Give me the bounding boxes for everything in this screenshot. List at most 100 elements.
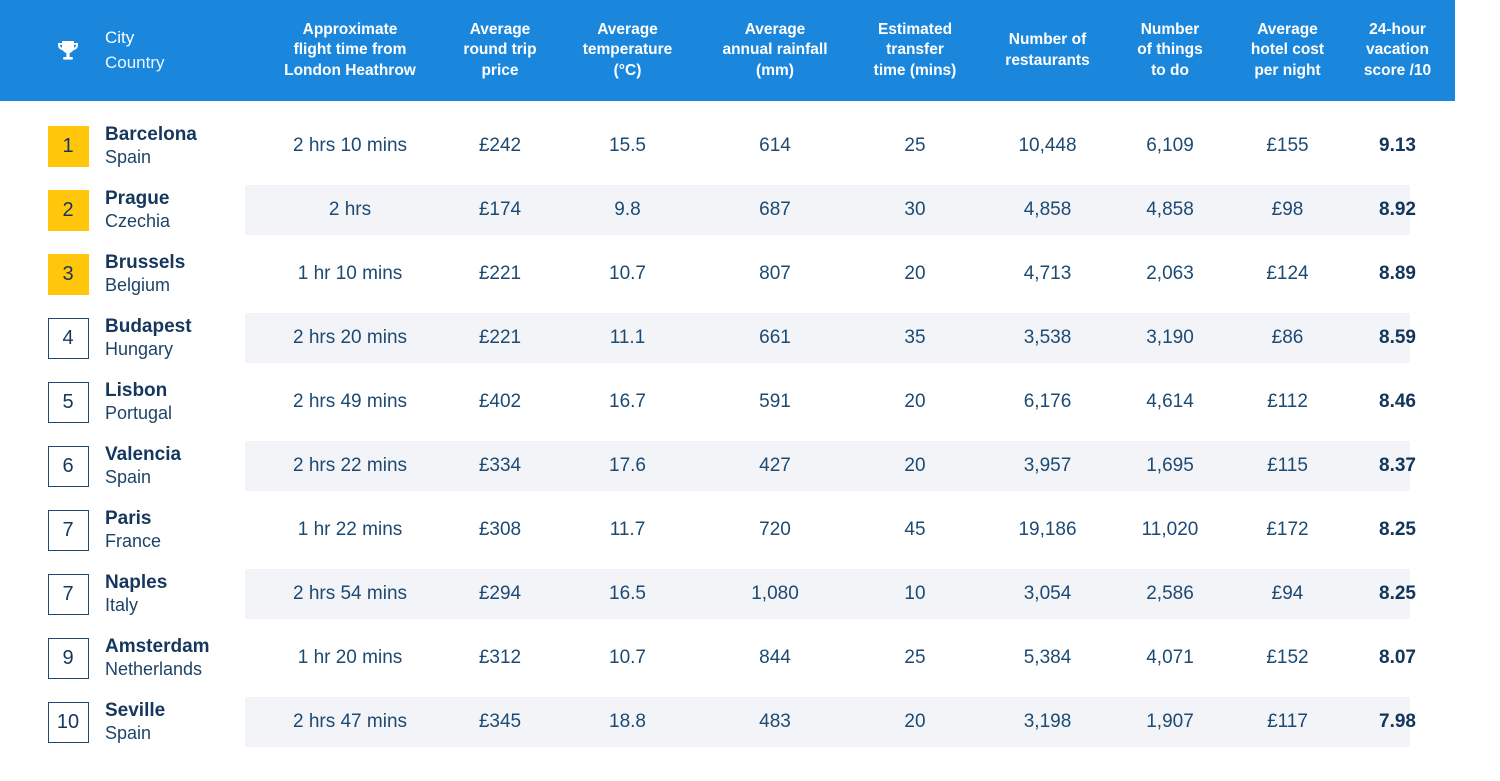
- restaurants-value: 10,448: [1018, 135, 1077, 156]
- hotel-cost-value: £117: [1267, 711, 1308, 732]
- things-to-do-value: 2,063: [1146, 263, 1194, 284]
- hotel-cost-value: £172: [1266, 519, 1309, 540]
- transfer-time-value: 20: [904, 711, 926, 732]
- transfer-time-value: 20: [904, 263, 926, 284]
- table-header: City Country Approximate flight time fro…: [0, 0, 1455, 101]
- restaurants-value: 4,713: [1023, 263, 1072, 284]
- things-to-do-value: 4,858: [1146, 199, 1194, 220]
- city-name: Paris: [105, 507, 152, 529]
- temperature-value: 15.5: [609, 135, 646, 156]
- table-row: 7 Naples Italy 2 hrs 54 mins £294 16.5 1…: [0, 562, 1455, 626]
- table-row: 2 Prague Czechia 2 hrs £174 9.8 687 30 4…: [0, 178, 1455, 242]
- temperature-value: 17.6: [609, 455, 646, 476]
- vacation-score-value: 8.37: [1379, 455, 1416, 476]
- table-row: 5 Lisbon Portugal 2 hrs 49 mins £402 16.…: [0, 370, 1455, 434]
- country-name: Czechia: [105, 210, 171, 231]
- vacation-score-value: 8.59: [1379, 327, 1416, 348]
- column-header-rainfall: Average annual rainfall (mm): [722, 20, 828, 79]
- column-header-hotel-cost: Average hotel cost per night: [1250, 20, 1325, 79]
- country-name: Spain: [105, 722, 152, 743]
- flight-time-value: 2 hrs 22 mins: [292, 455, 408, 476]
- trip-price-value: £242: [478, 135, 522, 156]
- things-to-do-value: 2,586: [1146, 583, 1194, 604]
- transfer-time-value: 20: [904, 455, 926, 476]
- things-to-do-value: 6,109: [1146, 135, 1194, 156]
- temperature-value: 10.7: [609, 263, 646, 284]
- country-name: Italy: [105, 594, 139, 615]
- temperature-value: 10.7: [609, 647, 646, 668]
- rainfall-value: 844: [759, 647, 791, 668]
- table-row: 4 Budapest Hungary 2 hrs 20 mins £221 11…: [0, 306, 1455, 370]
- table-row: 6 Valencia Spain 2 hrs 22 mins £334 17.6…: [0, 434, 1455, 498]
- transfer-time-value: 25: [904, 135, 926, 156]
- city-name: Valencia: [105, 443, 182, 465]
- table-row: 3 Brussels Belgium 1 hr 10 mins £221 10.…: [0, 242, 1455, 306]
- hotel-cost-value: £152: [1266, 647, 1309, 668]
- city-name: Prague: [105, 187, 170, 209]
- rainfall-value: 483: [759, 711, 791, 732]
- restaurants-value: 3,054: [1023, 583, 1072, 604]
- column-header-transfer: Estimated transfer time (mins): [873, 20, 957, 79]
- temperature-value: 16.5: [609, 583, 646, 604]
- rainfall-value: 614: [759, 135, 791, 156]
- restaurants-value: 5,384: [1023, 647, 1072, 668]
- things-to-do-value: 4,614: [1146, 391, 1194, 412]
- vacation-score-value: 8.07: [1379, 647, 1416, 668]
- flight-time-value: 2 hrs 10 mins: [292, 135, 408, 156]
- trip-price-value: £221: [478, 263, 522, 284]
- restaurants-value: 4,858: [1023, 199, 1072, 220]
- hotel-cost-value: £155: [1266, 135, 1309, 156]
- trip-price-value: £312: [478, 647, 522, 668]
- things-to-do-value: 4,071: [1146, 647, 1194, 668]
- rank-badge: 1: [47, 125, 89, 167]
- city-name: Seville: [105, 699, 166, 721]
- temperature-value: 16.7: [609, 391, 646, 412]
- rank-badge: 10: [47, 701, 89, 743]
- vacation-score-value: 8.89: [1379, 263, 1416, 284]
- transfer-time-value: 25: [904, 647, 926, 668]
- rank-badge: 9: [47, 637, 89, 679]
- things-to-do-value: 3,190: [1146, 327, 1194, 348]
- column-header-things-to-do: Number of things to do: [1137, 20, 1203, 79]
- vacation-score-value: 9.13: [1379, 135, 1416, 156]
- restaurants-value: 3,198: [1023, 711, 1072, 732]
- things-to-do-value: 1,695: [1146, 455, 1194, 476]
- vacation-score-value: 8.25: [1379, 583, 1416, 604]
- transfer-time-value: 35: [904, 327, 926, 348]
- rank-badge: 2: [47, 189, 89, 231]
- temperature-value: 9.8: [614, 199, 641, 220]
- city-name: Naples: [105, 571, 168, 593]
- hotel-cost-value: £115: [1267, 455, 1308, 476]
- country-header-label: Country: [105, 52, 165, 72]
- trip-price-value: £334: [478, 455, 522, 476]
- vacation-score-value: 8.46: [1379, 391, 1416, 412]
- trip-price-value: £294: [478, 583, 522, 604]
- vacation-score-value: 8.92: [1379, 199, 1416, 220]
- rank-badge: 7: [47, 509, 89, 551]
- flight-time-value: 2 hrs 54 mins: [292, 583, 408, 604]
- column-header-temperature: Average temperature (°C): [582, 20, 673, 79]
- transfer-time-value: 30: [904, 199, 926, 220]
- trip-price-value: £308: [478, 519, 522, 540]
- restaurants-value: 3,538: [1023, 327, 1072, 348]
- column-header-city-country: City Country: [90, 26, 245, 75]
- vacation-score-value: 8.25: [1379, 519, 1416, 540]
- table-row: 10 Seville Spain 2 hrs 47 mins £345 18.8…: [0, 690, 1455, 754]
- hotel-cost-value: £112: [1267, 391, 1308, 412]
- country-name: Portugal: [105, 402, 173, 423]
- rainfall-value: 427: [759, 455, 791, 476]
- rainfall-value: 720: [759, 519, 791, 540]
- flight-time-value: 1 hr 22 mins: [297, 519, 403, 540]
- hotel-cost-value: £124: [1266, 263, 1309, 284]
- city-name: Barcelona: [105, 123, 197, 145]
- hotel-cost-value: £98: [1271, 199, 1304, 220]
- rank-badge: 4: [47, 317, 89, 359]
- rank-badge: 7: [47, 573, 89, 615]
- restaurants-value: 3,957: [1023, 455, 1072, 476]
- flight-time-value: 2 hrs 49 mins: [292, 391, 408, 412]
- country-name: France: [105, 530, 162, 551]
- transfer-time-value: 20: [904, 391, 926, 412]
- restaurants-value: 19,186: [1018, 519, 1077, 540]
- rainfall-value: 591: [759, 391, 791, 412]
